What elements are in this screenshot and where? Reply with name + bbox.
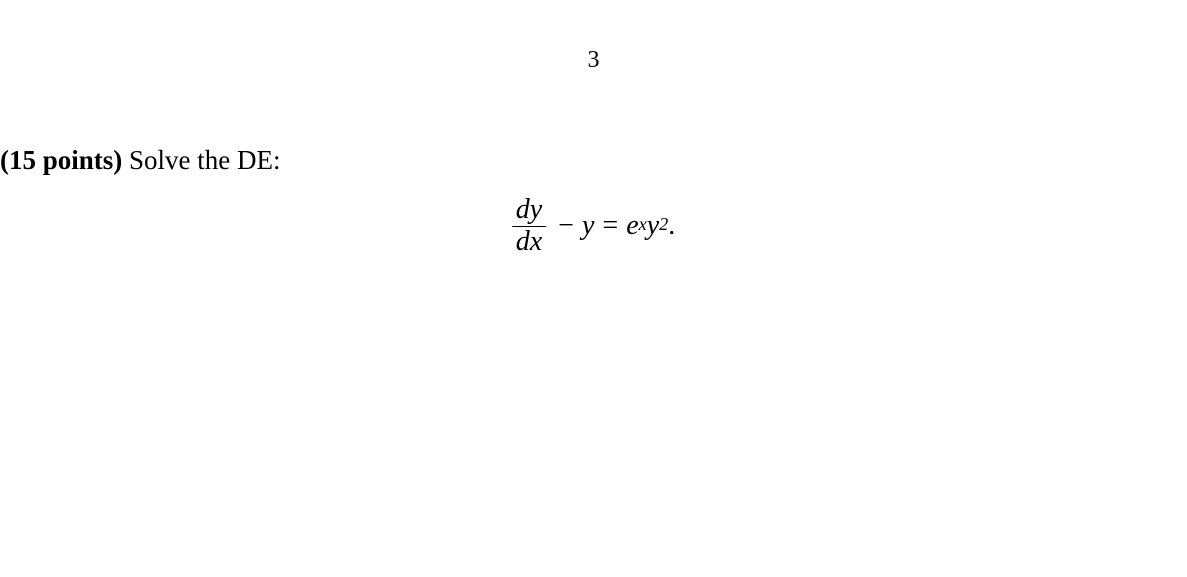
- points-label: (15 points): [0, 145, 122, 175]
- differential-equation: dy dx − y = exy2.: [512, 195, 676, 258]
- equals-sign: =: [602, 210, 618, 242]
- problem-statement: (15 points) Solve the DE:: [0, 145, 281, 176]
- exponent-2: 2: [659, 214, 668, 235]
- term-y2: y: [647, 210, 659, 242]
- period: .: [668, 210, 675, 242]
- page-number: 3: [588, 47, 600, 74]
- exponent-x: x: [639, 214, 647, 235]
- fraction-dy-dx: dy dx: [512, 195, 546, 258]
- denominator: dx: [512, 226, 546, 258]
- instruction-text: Solve the DE:: [122, 145, 280, 175]
- term-e: e: [626, 210, 638, 242]
- minus-sign: −: [558, 210, 574, 242]
- term-y: y: [582, 210, 594, 242]
- numerator: dy: [512, 195, 546, 226]
